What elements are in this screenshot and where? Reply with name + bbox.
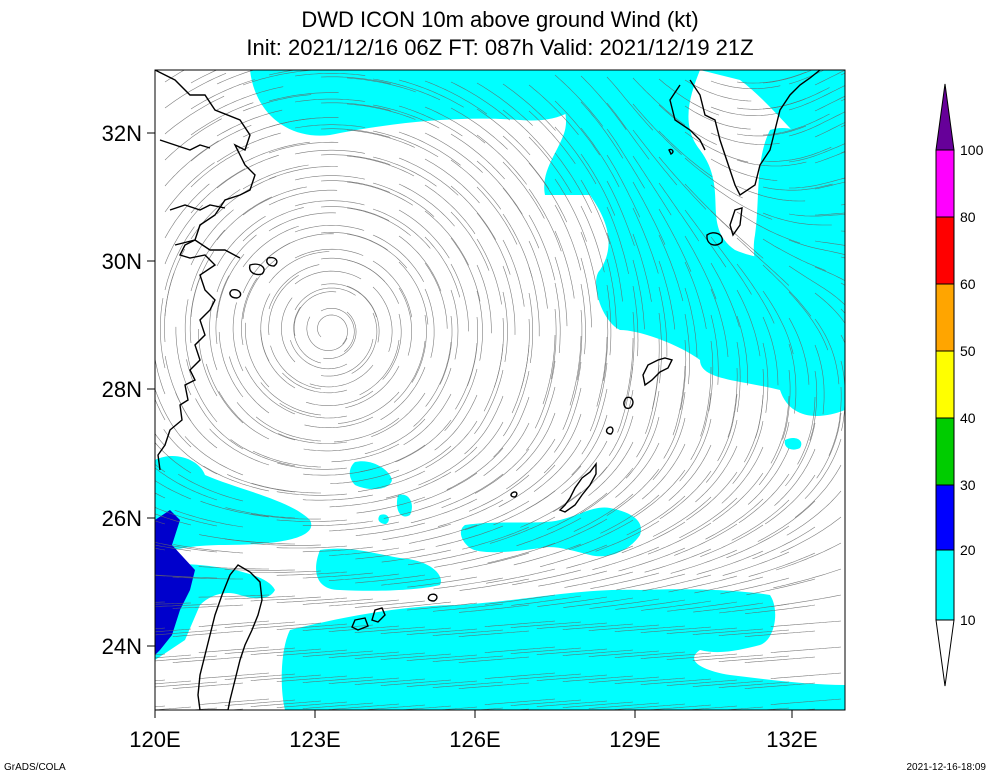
colorbar-swatch [935,283,955,352]
yangtze-estuary [169,204,226,211]
lat-label: 26N [102,506,142,531]
yakushima [706,232,723,246]
latitude-axis: 32N 30N 28N 26N 24N [102,121,155,659]
lon-label: 126E [449,727,500,752]
colorbar-swatch [935,216,955,285]
amami-island [642,357,674,387]
colorbar-label: 50 [960,343,976,359]
lon-label: 123E [289,727,340,752]
zhoushan-islands [248,263,265,276]
kume-island [510,491,518,498]
tanegashima [729,207,743,237]
wind-streamlines [155,70,845,710]
ishigaki-island [371,607,386,623]
kyushu-west [669,84,706,151]
color-legend: 10 20 30 40 50 60 80 100 [935,83,984,687]
map-subtitle: Init: 2021/12/16 06Z FT: 087h Valid: 202… [246,35,754,60]
lon-label: 129E [609,727,660,752]
colorbar-below-10 [935,619,955,687]
tokunoshima [623,396,634,410]
colorbar-swatch [935,484,955,551]
colorbar-label: 80 [960,209,976,225]
colorbar-swatch [935,149,955,218]
plot-frame [154,69,846,711]
iriomote-island [351,617,369,631]
colorbar-label: 20 [960,542,976,558]
colorbar-label: 10 [960,612,976,628]
okinawa [558,461,597,513]
colorbar-label: 60 [960,276,976,292]
coast-inlet-1 [159,139,211,151]
wind-shading-20-30kt [155,510,195,655]
miyako-island [427,593,438,602]
render-timestamp: 2021-12-16-18:09 [906,762,986,773]
taiwan [197,564,263,710]
coastlines [155,70,821,710]
lat-label: 24N [102,634,142,659]
colorbar-swatch [935,350,955,419]
hangzhou-bay [174,239,241,259]
lon-label: 132E [766,727,817,752]
colorbar-swatch [935,417,955,486]
colorbar-label: 30 [960,477,976,493]
lat-label: 32N [102,121,142,146]
colorbar-label: 40 [960,410,976,426]
kyushu [689,70,821,197]
lat-label: 28N [102,377,142,402]
map-title: DWD ICON 10m above ground Wind (kt) [301,7,699,32]
china-coast [155,70,256,471]
lat-label: 30N [102,249,142,274]
colorbar-swatch [935,549,955,621]
kyushu-islet [668,148,674,155]
colorbar-label: 100 [960,142,984,158]
lon-label: 120E [129,727,180,752]
software-credit: GrADS/COLA [4,762,66,773]
longitude-axis: 120E 123E 126E 129E 132E [129,710,818,752]
okinoerabu [605,426,614,435]
colorbar-above-100 [935,83,955,151]
